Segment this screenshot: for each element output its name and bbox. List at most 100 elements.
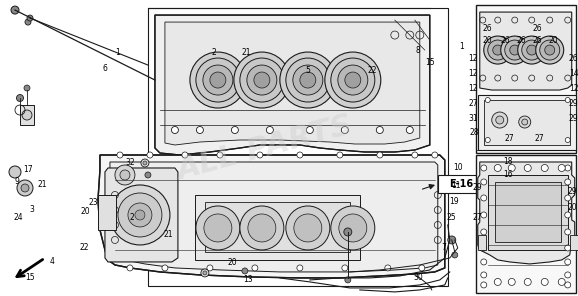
Circle shape xyxy=(524,279,531,285)
Circle shape xyxy=(558,165,565,171)
Text: 9: 9 xyxy=(14,178,20,186)
Circle shape xyxy=(234,52,290,108)
Circle shape xyxy=(345,277,351,283)
Circle shape xyxy=(210,72,226,88)
Circle shape xyxy=(494,165,501,171)
Circle shape xyxy=(147,152,153,158)
Text: 23: 23 xyxy=(88,199,98,207)
Bar xyxy=(570,235,578,250)
Circle shape xyxy=(247,65,277,95)
Circle shape xyxy=(21,184,29,192)
Text: 8: 8 xyxy=(416,46,420,54)
Bar xyxy=(205,202,350,252)
Circle shape xyxy=(297,152,303,158)
Circle shape xyxy=(197,126,203,133)
Text: 16: 16 xyxy=(503,170,513,179)
Circle shape xyxy=(481,179,487,185)
Circle shape xyxy=(385,265,391,271)
Circle shape xyxy=(518,36,546,64)
Circle shape xyxy=(481,245,487,251)
Circle shape xyxy=(337,152,343,158)
Circle shape xyxy=(342,126,349,133)
Text: 27: 27 xyxy=(469,99,479,107)
Text: 3: 3 xyxy=(29,205,35,215)
Circle shape xyxy=(522,40,542,60)
Circle shape xyxy=(376,126,383,133)
Circle shape xyxy=(231,126,238,133)
Text: 26: 26 xyxy=(533,24,543,33)
Circle shape xyxy=(115,165,135,185)
Circle shape xyxy=(565,97,570,102)
Circle shape xyxy=(448,236,456,244)
Bar xyxy=(195,195,360,260)
Text: 14: 14 xyxy=(569,69,578,78)
Circle shape xyxy=(377,152,383,158)
Text: 26: 26 xyxy=(501,36,510,45)
Text: 21: 21 xyxy=(37,181,47,189)
Circle shape xyxy=(484,36,512,64)
Circle shape xyxy=(110,185,170,245)
Circle shape xyxy=(544,45,555,55)
Circle shape xyxy=(481,195,487,201)
Circle shape xyxy=(345,72,361,88)
Polygon shape xyxy=(480,12,572,90)
Circle shape xyxy=(565,229,570,235)
Circle shape xyxy=(117,152,123,158)
Text: 29: 29 xyxy=(569,99,578,107)
Circle shape xyxy=(196,58,240,102)
Circle shape xyxy=(493,45,503,55)
Text: 22: 22 xyxy=(79,243,88,252)
Circle shape xyxy=(536,36,564,64)
Text: 26: 26 xyxy=(533,36,543,45)
Circle shape xyxy=(11,6,19,14)
Circle shape xyxy=(481,229,487,235)
Circle shape xyxy=(135,210,145,220)
Circle shape xyxy=(240,206,284,250)
Text: 22: 22 xyxy=(367,65,376,75)
Circle shape xyxy=(325,52,381,108)
Text: 29: 29 xyxy=(473,184,483,192)
Circle shape xyxy=(432,152,438,158)
Circle shape xyxy=(565,272,570,278)
Circle shape xyxy=(524,165,531,171)
Circle shape xyxy=(143,161,147,165)
Circle shape xyxy=(412,152,418,158)
Circle shape xyxy=(201,269,209,277)
Circle shape xyxy=(331,206,375,250)
Text: 32: 32 xyxy=(125,158,135,168)
Text: 26: 26 xyxy=(483,24,492,33)
Text: E-16: E-16 xyxy=(449,179,473,189)
Circle shape xyxy=(565,138,570,142)
Polygon shape xyxy=(110,162,438,272)
Circle shape xyxy=(339,214,367,242)
Bar xyxy=(484,100,570,145)
Text: 21: 21 xyxy=(163,231,173,239)
Text: 27: 27 xyxy=(535,133,544,142)
Text: 15: 15 xyxy=(425,57,435,67)
Circle shape xyxy=(300,72,316,88)
Circle shape xyxy=(118,193,162,237)
Circle shape xyxy=(342,265,348,271)
Bar xyxy=(438,175,484,193)
Circle shape xyxy=(207,265,213,271)
Text: 25: 25 xyxy=(447,213,457,223)
Bar xyxy=(476,155,576,293)
Circle shape xyxy=(196,206,240,250)
Circle shape xyxy=(338,65,368,95)
Text: 26: 26 xyxy=(569,54,578,62)
Circle shape xyxy=(419,265,425,271)
Circle shape xyxy=(510,45,520,55)
Text: 13: 13 xyxy=(243,276,253,284)
Text: 27: 27 xyxy=(505,133,514,142)
Circle shape xyxy=(25,19,31,25)
Circle shape xyxy=(481,259,487,265)
Text: 20: 20 xyxy=(80,207,90,216)
Circle shape xyxy=(203,65,233,95)
Bar xyxy=(98,195,116,230)
Text: 12: 12 xyxy=(569,83,578,93)
Circle shape xyxy=(22,110,32,120)
Bar xyxy=(478,95,576,150)
Circle shape xyxy=(527,45,537,55)
Circle shape xyxy=(254,72,270,88)
Circle shape xyxy=(217,152,223,158)
